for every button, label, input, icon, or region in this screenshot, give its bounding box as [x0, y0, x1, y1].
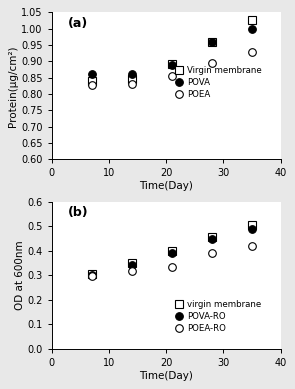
- POVA-RO: [90, 272, 94, 277]
- Legend: virgin membrane, POVA-RO, POEA-RO: virgin membrane, POVA-RO, POEA-RO: [175, 300, 261, 333]
- Line: virgin membrane: virgin membrane: [88, 221, 256, 278]
- POVA-RO: [210, 237, 214, 241]
- Y-axis label: OD at 600nm: OD at 600nm: [14, 241, 24, 310]
- POEA: [90, 82, 94, 87]
- POEA-RO: [210, 251, 214, 255]
- POVA-RO: [250, 226, 254, 231]
- virgin membrane: [170, 249, 174, 253]
- Line: POEA-RO: POEA-RO: [88, 242, 256, 280]
- POEA-RO: [170, 265, 174, 269]
- POEA-RO: [130, 269, 134, 273]
- Virgin membrane: [170, 61, 174, 66]
- Virgin membrane: [210, 40, 214, 45]
- POEA-RO: [90, 273, 94, 278]
- POVA: [250, 27, 254, 32]
- POVA: [130, 71, 134, 76]
- Legend: Virgin membrane, POVA, POEA: Virgin membrane, POVA, POEA: [175, 66, 262, 99]
- Virgin membrane: [250, 18, 254, 23]
- virgin membrane: [90, 272, 94, 277]
- Line: Virgin membrane: Virgin membrane: [88, 17, 256, 85]
- POEA: [130, 82, 134, 86]
- Virgin membrane: [130, 77, 134, 82]
- X-axis label: Time(Day): Time(Day): [139, 181, 193, 191]
- X-axis label: Time(Day): Time(Day): [139, 371, 193, 381]
- Text: (a): (a): [68, 17, 88, 30]
- POVA-RO: [130, 263, 134, 268]
- POEA-RO: [250, 243, 254, 248]
- Y-axis label: Protein(μg/cm²): Protein(μg/cm²): [8, 45, 18, 126]
- virgin membrane: [250, 223, 254, 228]
- POVA-RO: [170, 251, 174, 256]
- Line: POVA: POVA: [88, 26, 256, 77]
- POEA: [250, 49, 254, 54]
- POVA: [170, 63, 174, 68]
- POVA: [90, 71, 94, 76]
- POVA: [210, 40, 214, 45]
- POEA: [210, 61, 214, 65]
- Line: POEA: POEA: [88, 48, 256, 89]
- Line: POVA-RO: POVA-RO: [88, 225, 256, 279]
- virgin membrane: [210, 235, 214, 240]
- Virgin membrane: [90, 79, 94, 83]
- Text: (b): (b): [68, 207, 88, 219]
- POEA: [170, 74, 174, 78]
- virgin membrane: [130, 261, 134, 266]
